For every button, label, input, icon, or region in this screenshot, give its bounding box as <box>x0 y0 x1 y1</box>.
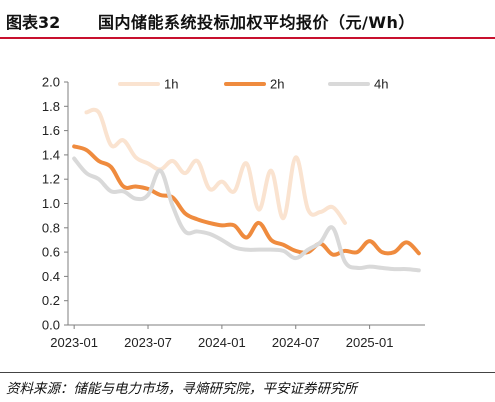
figure-header: 图表32 国内储能系统投标加权平均报价（元/Wh） <box>0 0 495 34</box>
x-tick-label: 2024-07 <box>272 335 320 350</box>
y-tick-label: 1.8 <box>42 99 60 114</box>
figure-number: 图表32 <box>6 13 61 32</box>
legend-item-2h: 2h <box>224 77 284 92</box>
source-note: 资料来源：储能与电力市场，寻熵研究院，平安证券研究所 <box>6 381 357 397</box>
y-tick-label: 0.8 <box>42 220 60 235</box>
series-4h <box>72 156 421 273</box>
x-tick-label: 2023-01 <box>50 335 98 350</box>
series-line-1h <box>84 107 347 225</box>
series-2h <box>72 144 421 257</box>
line-chart: 1h 2h 4h 0.0 0.2 0.4 0.6 0.8 1.0 1.2 1.4 1.6 1.8 2.0… <box>42 75 425 350</box>
legend-label: 1h <box>164 77 178 92</box>
y-tick-label: 1.4 <box>42 147 60 162</box>
y-tick-label: 1.6 <box>42 123 60 138</box>
x-tick-label: 2023-07 <box>124 335 172 350</box>
series-line-4h <box>72 156 421 273</box>
series-1h <box>84 107 347 225</box>
y-tick-label: 1.0 <box>42 196 60 211</box>
x-tick-label: 2024-01 <box>198 335 246 350</box>
y-tick-label: 1.2 <box>42 172 60 187</box>
x-axis: 2023-01 2023-07 2024-01 2024-07 2025-01 <box>50 324 425 350</box>
x-tick-label: 2025-01 <box>346 335 394 350</box>
chart-legend: 1h 2h 4h <box>118 77 388 92</box>
plot-area <box>72 107 421 273</box>
footer-divider <box>0 372 495 373</box>
series-line-2h <box>72 144 421 257</box>
legend-label: 4h <box>374 77 388 92</box>
y-axis: 0.0 0.2 0.4 0.6 0.8 1.0 1.2 1.4 1.6 1.8 2.0 <box>42 75 69 333</box>
y-tick-label: 0.4 <box>42 269 60 284</box>
y-tick-label: 0.0 <box>42 318 60 333</box>
y-tick-label: 0.6 <box>42 245 60 260</box>
y-tick-label: 0.2 <box>42 293 60 308</box>
title-divider <box>0 37 495 39</box>
legend-label: 2h <box>270 77 284 92</box>
y-tick-label: 2.0 <box>42 75 60 90</box>
legend-item-4h: 4h <box>328 77 388 92</box>
chart-title: 国内储能系统投标加权平均报价（元/Wh） <box>98 13 415 32</box>
legend-item-1h: 1h <box>118 77 178 92</box>
